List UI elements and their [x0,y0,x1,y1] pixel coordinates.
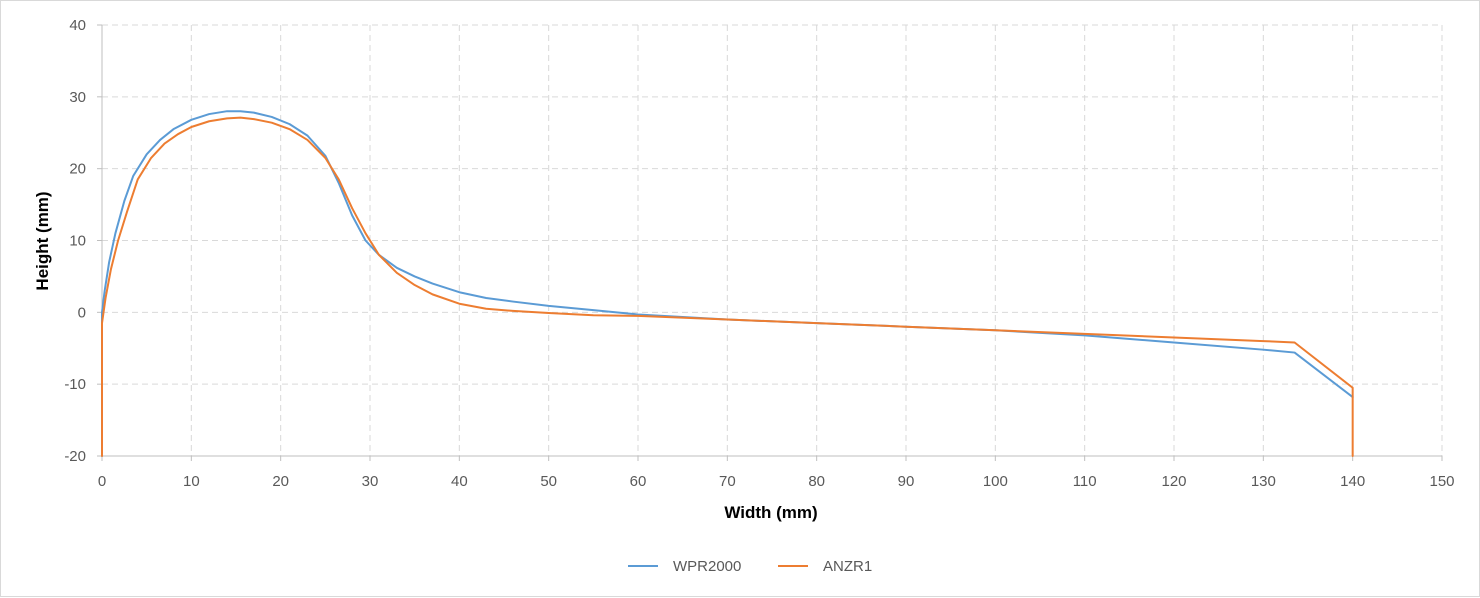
x-tick-label: 140 [1340,473,1365,490]
x-tick-label: 30 [362,473,379,490]
x-tick-label: 150 [1429,473,1454,490]
x-tick-label: 50 [540,473,557,490]
y-tick-label: 20 [69,161,86,178]
legend-label: WPR2000 [673,558,741,575]
x-axis-title: Width (mm) [724,503,817,522]
x-tick-label: 120 [1161,473,1186,490]
x-tick-label: 60 [630,473,647,490]
legend-label: ANZR1 [823,558,872,575]
legend: WPR2000 ANZR1 [628,558,872,575]
y-tick-label: -20 [64,448,86,465]
x-tick-label: 40 [451,473,468,490]
axes: -20 -10 0 10 20 30 40 0 10 20 30 40 50 60 70 80 90 100 110… [64,17,1454,490]
x-tick-label: 90 [898,473,915,490]
x-tick-label: 70 [719,473,736,490]
series-lines [101,110,1354,457]
y-tick-label: 10 [69,233,86,250]
x-tick-label: 110 [1073,473,1097,490]
y-tick-label: -10 [64,376,86,393]
y-axis-title: Height (mm) [33,191,52,290]
x-tick-label: 0 [98,473,106,490]
x-tick-label: 130 [1251,473,1276,490]
gridlines [102,24,1443,456]
series-line-wpr2000 [101,110,1354,457]
series-line-anzr1 [101,116,1354,457]
y-tick-label: 30 [69,89,86,106]
y-tick-label: 40 [69,17,86,34]
x-tick-label: 10 [183,473,200,490]
x-tick-label: 100 [983,473,1008,490]
x-tick-label: 80 [808,473,825,490]
y-tick-label: 0 [78,304,86,321]
x-tick-label: 20 [272,473,289,490]
